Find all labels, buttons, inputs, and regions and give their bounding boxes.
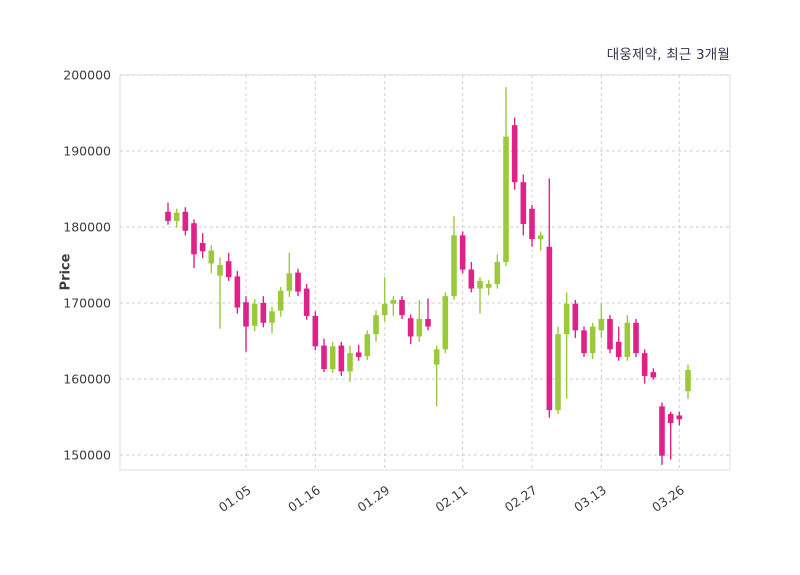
candle-body <box>191 223 197 255</box>
candle-body <box>503 136 509 262</box>
candle-body <box>329 346 336 370</box>
candle-body <box>173 212 180 221</box>
candle-body <box>581 330 587 354</box>
candle-body <box>425 318 431 327</box>
candle-body <box>555 334 561 411</box>
candle-body <box>217 265 223 276</box>
candle-body <box>546 246 553 411</box>
x-tick-label: 03.13 <box>571 482 609 515</box>
x-tick-label: 02.27 <box>502 482 540 515</box>
y-tick-label: 190000 <box>63 144 111 159</box>
candle-body <box>459 235 466 270</box>
candle-body <box>563 303 570 335</box>
candle-body <box>373 315 379 335</box>
candle-body <box>520 182 527 224</box>
x-tick-label: 03.26 <box>649 482 687 515</box>
candle-body <box>182 211 189 231</box>
candle-body <box>477 280 483 289</box>
y-tick-label: 200000 <box>63 68 111 83</box>
candle-body <box>685 369 691 392</box>
y-tick-label: 170000 <box>63 296 111 311</box>
candle-body <box>251 303 258 326</box>
x-tick-label: 01.05 <box>216 482 254 515</box>
candle-body <box>494 261 501 284</box>
candle-body <box>667 413 674 424</box>
candle-body <box>399 299 405 316</box>
candle-body <box>442 296 449 350</box>
candle-body <box>321 345 327 370</box>
candle-body <box>641 353 648 376</box>
candle-body <box>598 318 605 331</box>
candle-body <box>225 261 232 278</box>
candle-body <box>485 284 492 288</box>
y-tick-label: 180000 <box>63 220 111 235</box>
candle-body <box>199 242 206 252</box>
candle-body <box>381 303 388 316</box>
candle-body <box>659 406 665 456</box>
candle-body <box>468 269 475 289</box>
candle-body <box>572 303 579 331</box>
candle-body <box>390 299 397 304</box>
y-tick-label: 150000 <box>63 448 111 463</box>
candle-body <box>338 345 345 372</box>
candle-body <box>633 322 639 354</box>
candle-body <box>243 302 249 327</box>
candle-body <box>364 334 371 357</box>
candle-body <box>295 272 301 292</box>
candle-body <box>589 326 596 354</box>
x-tick-label: 02.11 <box>432 482 470 515</box>
candle-body <box>537 235 544 240</box>
candle-body <box>529 208 535 240</box>
y-tick-label: 160000 <box>63 372 111 387</box>
candle-body <box>615 341 622 357</box>
plot-border <box>119 74 731 471</box>
candle-body <box>650 372 657 378</box>
candle-body <box>208 250 215 264</box>
candle-body <box>676 415 683 420</box>
candle-body <box>433 349 440 365</box>
x-tick-label: 01.29 <box>354 482 392 515</box>
chart-title: 대웅제약, 최근 3개월 <box>606 47 730 63</box>
candle-body <box>451 235 457 297</box>
candle-body <box>347 353 353 372</box>
candle-body <box>260 303 267 323</box>
candle-body <box>624 322 631 357</box>
candle-body <box>286 273 293 291</box>
candle-body <box>416 318 423 337</box>
x-tick-label: 01.16 <box>285 482 323 515</box>
candle-body <box>269 311 275 323</box>
candle-body <box>165 211 171 221</box>
candle-body <box>407 318 414 337</box>
candle-body <box>312 315 319 347</box>
candle-body <box>607 318 613 350</box>
candle-body <box>234 276 241 308</box>
candle-body <box>277 290 284 311</box>
candle-body <box>511 125 518 183</box>
candle-body <box>303 288 310 316</box>
candle-body <box>355 352 362 357</box>
